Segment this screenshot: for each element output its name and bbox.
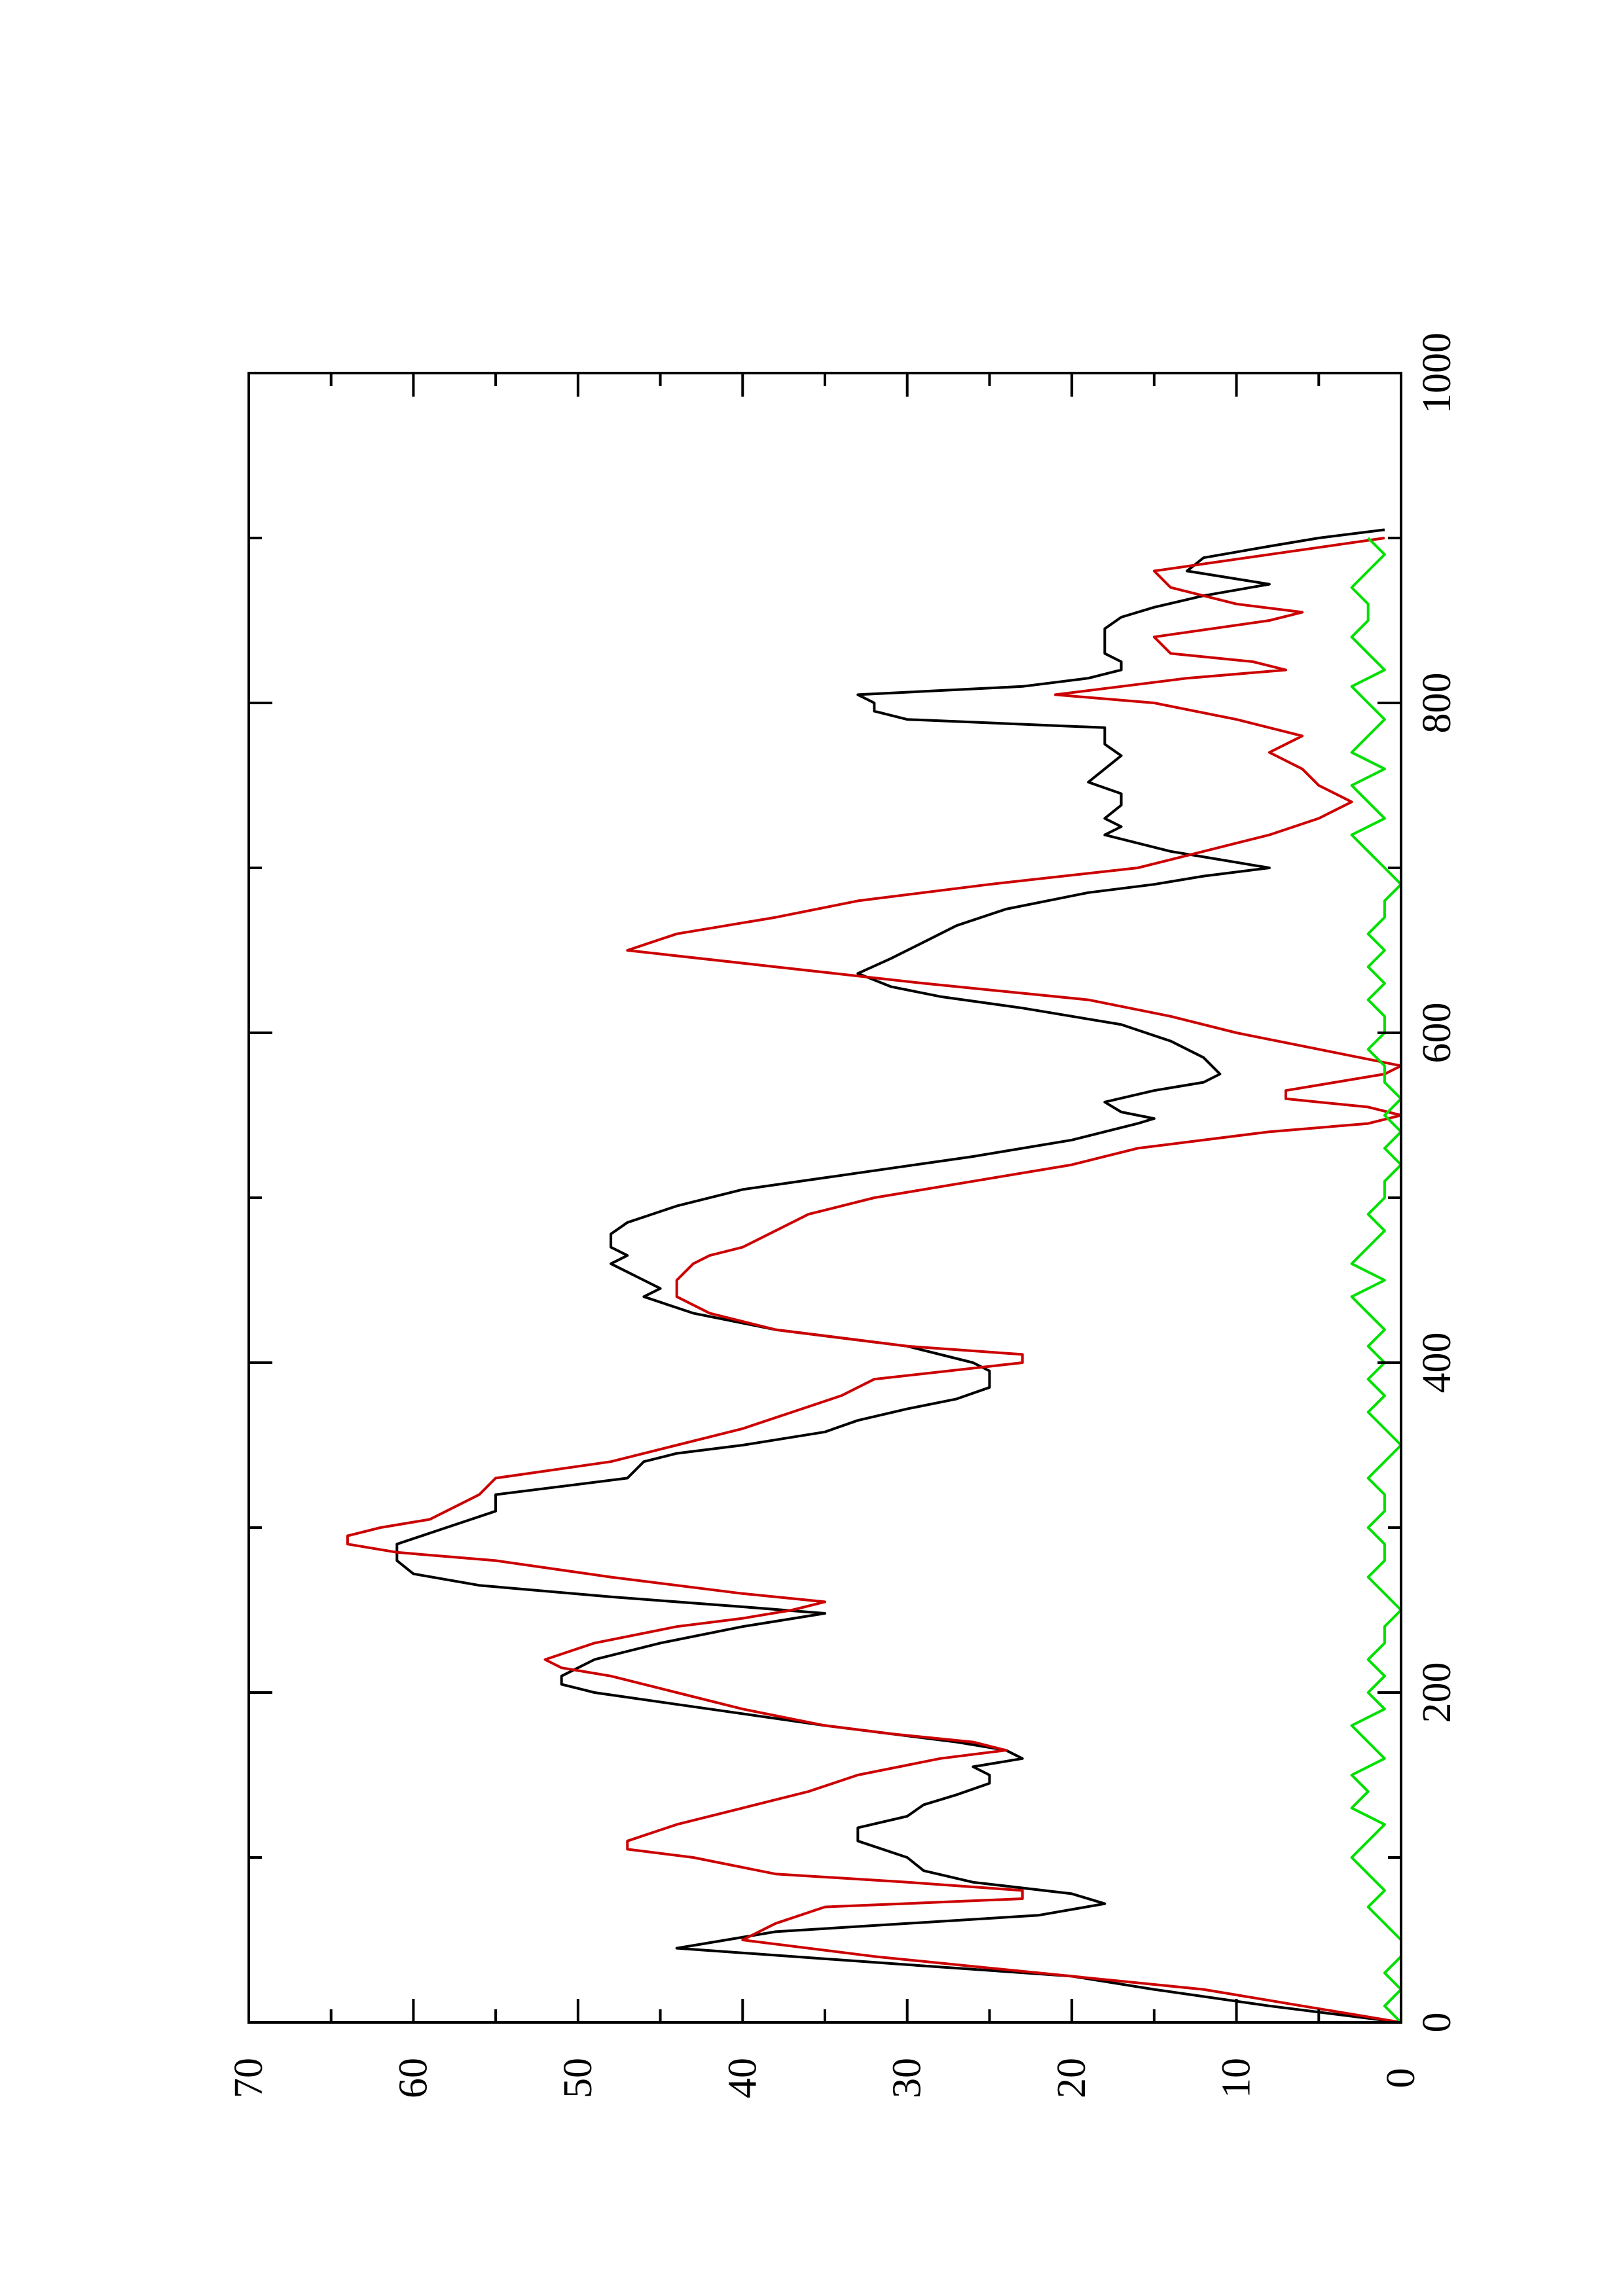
- series-layer: [346, 528, 1402, 2024]
- x-tick-label: 200: [1415, 1662, 1459, 1723]
- y-tick-label: 50: [556, 2058, 600, 2098]
- x-tick-label: 600: [1415, 1003, 1459, 1064]
- x-tick-label: 0: [1415, 2013, 1459, 2033]
- series-line-3: [1350, 537, 1402, 2024]
- y-tick-label: 60: [391, 2058, 435, 2098]
- y-tick-label: 30: [885, 2058, 930, 2098]
- tick-layer: [249, 373, 1401, 2022]
- y-tick-label: 0: [1379, 2068, 1423, 2089]
- label-layer: 0 200 400 600 800 1000 0 10 20 30 40 50 60 70: [227, 332, 1459, 2098]
- y-tick-label: 10: [1214, 2058, 1259, 2098]
- y-tick-label: 20: [1049, 2058, 1094, 2098]
- series-line-1: [395, 528, 1402, 2024]
- x-tick-label: 400: [1415, 1333, 1459, 1393]
- y-tick-label: 70: [227, 2058, 271, 2098]
- x-tick-label: 800: [1415, 673, 1459, 734]
- y-tick-label: 40: [720, 2058, 765, 2098]
- x-tick-label: 1000: [1415, 332, 1459, 414]
- series-line-2: [346, 537, 1402, 2024]
